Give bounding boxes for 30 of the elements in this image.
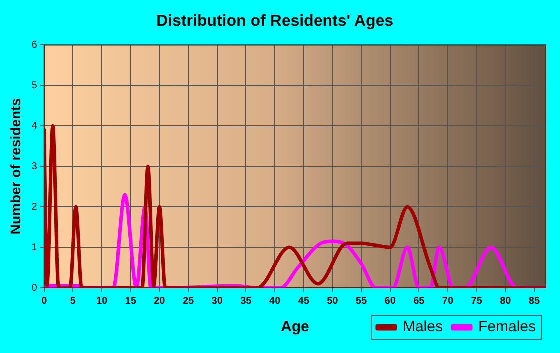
x-axis-title: Age (281, 318, 310, 336)
y-tick-label: 1 (32, 242, 38, 254)
x-tick-label: 15 (125, 296, 137, 307)
x-tick-label: 65 (414, 296, 426, 307)
x-tick-label: 40 (269, 296, 281, 307)
y-tick-label: 6 (32, 40, 38, 51)
x-tick-label: 70 (442, 296, 454, 307)
x-tick-label: 45 (298, 296, 310, 307)
chart-title: Distribution of Residents' Ages (156, 13, 394, 30)
y-tick-label: 5 (32, 80, 38, 92)
y-tick-label: 0 (32, 282, 38, 294)
x-tick-label: 0 (42, 296, 48, 307)
x-tick-label: 20 (154, 296, 166, 307)
x-tick-label: 5 (70, 296, 76, 307)
x-tick-label: 10 (96, 296, 108, 307)
legend-label: Males (402, 318, 443, 336)
x-tick-label: 85 (528, 296, 540, 307)
legend-label: Females (478, 318, 536, 336)
x-tick-label: 25 (182, 296, 195, 307)
x-tick-label: 50 (327, 296, 339, 307)
x-tick-label: 30 (212, 296, 224, 307)
y-tick-label: 4 (32, 120, 38, 132)
x-tick-label: 75 (471, 296, 483, 307)
x-tick-label: 60 (384, 296, 396, 307)
x-tick-label: 55 (356, 296, 368, 307)
y-axis-title: Number of residents (7, 98, 24, 235)
x-tick-label: 80 (500, 296, 512, 307)
y-tick-label: 3 (32, 161, 38, 172)
x-tick-label: 35 (240, 296, 252, 307)
y-tick-label: 2 (32, 202, 38, 213)
